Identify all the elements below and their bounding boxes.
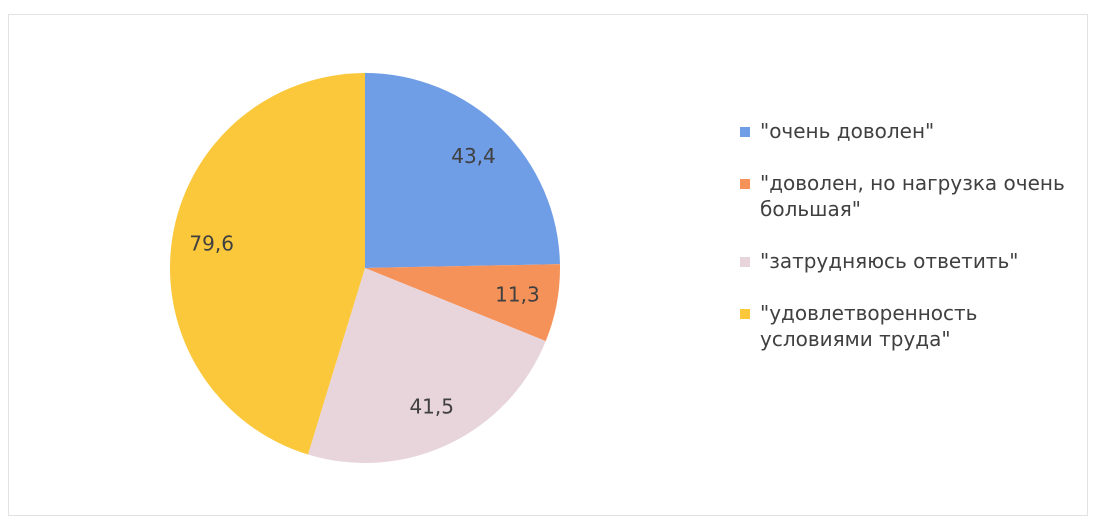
legend: "очень доволен" "доволен, но нагрузка оче…	[740, 118, 1090, 378]
legend-label: "затрудняюсь ответить"	[760, 249, 1019, 273]
legend-swatch	[740, 257, 750, 267]
chart-frame	[8, 14, 1088, 516]
data-label: 43,4	[451, 144, 496, 168]
pie-slice	[170, 73, 365, 455]
legend-item: "очень доволен"	[740, 118, 1090, 144]
pie-slice	[365, 264, 561, 342]
data-label: 41,5	[409, 394, 454, 418]
legend-item: "доволен, но нагрузка очень большая"	[740, 170, 1090, 222]
legend-label: "удовлетворенность условиями труда"	[760, 301, 978, 351]
legend-item: "затрудняюсь ответить"	[740, 248, 1090, 274]
pie-slice	[365, 73, 560, 268]
legend-swatch	[740, 127, 750, 137]
pie-slice	[307, 268, 546, 463]
legend-swatch	[740, 309, 750, 319]
data-label: 11,3	[495, 283, 540, 307]
legend-item: "удовлетворенность условиями труда"	[740, 300, 1090, 352]
legend-swatch	[740, 179, 750, 189]
legend-label: "доволен, но нагрузка очень большая"	[760, 171, 1065, 221]
legend-label: "очень доволен"	[760, 119, 935, 143]
data-label: 79,6	[189, 232, 234, 256]
